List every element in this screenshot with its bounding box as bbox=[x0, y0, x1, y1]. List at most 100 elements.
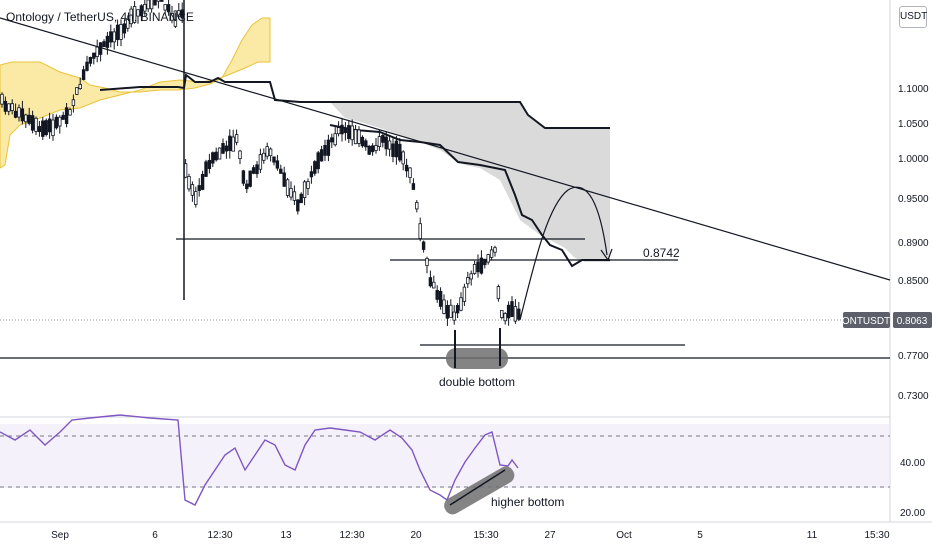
candle-body bbox=[326, 139, 331, 156]
time-tick: 27 bbox=[544, 530, 556, 541]
price-tick: 0.7700 bbox=[898, 351, 929, 362]
candle-body bbox=[170, 13, 174, 21]
candle-body bbox=[398, 143, 402, 161]
candle-body bbox=[37, 126, 42, 132]
price-tick: 1.1000 bbox=[898, 84, 929, 95]
candle-body bbox=[217, 147, 222, 160]
current-price-value: 0.8063 bbox=[897, 316, 928, 327]
symbol-title: Ontology / TetherUS, 4h, BINANCE bbox=[6, 10, 194, 24]
candle-body bbox=[75, 87, 79, 95]
rsi-tick: 20.00 bbox=[900, 508, 925, 519]
candle-body bbox=[387, 140, 392, 150]
rsi-line bbox=[0, 414, 519, 506]
symbol-badge-label: ONTUSDT bbox=[842, 316, 890, 327]
time-tick: 15:30 bbox=[864, 530, 889, 541]
candle-body bbox=[330, 137, 334, 143]
candle-body bbox=[401, 151, 405, 165]
candle-body bbox=[10, 103, 14, 111]
candle-body bbox=[510, 301, 514, 317]
candle-body bbox=[442, 299, 446, 314]
candle-body bbox=[224, 145, 229, 152]
candle-body bbox=[54, 116, 59, 129]
candle-body bbox=[190, 184, 195, 196]
candle-body bbox=[445, 305, 450, 319]
price-tick: 0.7300 bbox=[898, 391, 929, 402]
candle-body bbox=[95, 46, 99, 57]
candle-body bbox=[394, 140, 399, 158]
candle-body bbox=[129, 8, 133, 25]
candle-body bbox=[173, 10, 178, 27]
candle-body bbox=[476, 261, 480, 273]
time-tick: Oct bbox=[616, 530, 632, 541]
higher-bottom-label: higher bottom bbox=[491, 495, 564, 509]
candle-body bbox=[489, 249, 494, 258]
time-tick: 12:30 bbox=[339, 530, 364, 541]
candle-body bbox=[289, 187, 293, 198]
candle-body bbox=[343, 128, 348, 134]
candle-body bbox=[163, 4, 167, 11]
candle-body bbox=[61, 114, 65, 120]
candle-body bbox=[24, 114, 28, 123]
projection-box bbox=[330, 102, 610, 262]
time-axis: Sep 6 12:30 13 12:30 20 15:30 27 Oct 5 1… bbox=[51, 530, 890, 541]
candle-body bbox=[404, 164, 409, 172]
candle-body bbox=[211, 152, 215, 164]
candle-body bbox=[513, 306, 518, 322]
candle-body bbox=[452, 311, 456, 321]
candle-body bbox=[248, 170, 252, 187]
candle-body bbox=[483, 258, 487, 266]
candle-body bbox=[493, 247, 497, 253]
time-tick: 13 bbox=[280, 530, 292, 541]
candle-body bbox=[64, 107, 69, 124]
candle-body bbox=[357, 129, 361, 144]
candle-body bbox=[425, 257, 429, 267]
candle-body bbox=[115, 24, 120, 41]
candle-body bbox=[166, 4, 171, 13]
time-tick: 12:30 bbox=[207, 530, 232, 541]
rsi-band bbox=[0, 424, 890, 488]
candle-body bbox=[449, 304, 453, 318]
rsi-tick: 40.00 bbox=[900, 458, 925, 469]
candle-body bbox=[421, 241, 426, 250]
candle-body bbox=[98, 42, 103, 55]
candle-body bbox=[381, 134, 385, 143]
candle-body bbox=[149, 0, 154, 10]
candle-body bbox=[428, 277, 433, 287]
candle-body bbox=[112, 31, 116, 43]
candle-body bbox=[306, 181, 310, 189]
candle-body bbox=[207, 159, 212, 169]
candle-body bbox=[187, 176, 191, 190]
candle-body bbox=[245, 183, 249, 190]
candle-body bbox=[214, 151, 218, 161]
candle-body bbox=[333, 133, 337, 146]
candle-body bbox=[71, 99, 76, 107]
candle-body bbox=[88, 56, 93, 64]
candle-body bbox=[377, 136, 382, 148]
candle-body bbox=[282, 172, 286, 187]
candle-body bbox=[143, 3, 147, 12]
candle-body bbox=[47, 118, 52, 133]
time-tick: 6 bbox=[152, 530, 158, 541]
candle-body bbox=[496, 286, 501, 300]
currency-button[interactable]: USDT bbox=[899, 6, 927, 28]
candle-body bbox=[455, 305, 460, 314]
candle-body bbox=[347, 125, 351, 139]
candle-body bbox=[466, 277, 470, 285]
candle-body bbox=[313, 161, 317, 174]
candle-body bbox=[367, 145, 371, 155]
candle-body bbox=[44, 120, 48, 135]
candle-body bbox=[472, 263, 477, 274]
candle-body bbox=[200, 173, 205, 190]
candle-body bbox=[3, 100, 8, 112]
candle-body bbox=[438, 290, 443, 307]
time-tick: Sep bbox=[51, 530, 69, 541]
candle-body bbox=[316, 152, 320, 170]
candle-body bbox=[503, 313, 507, 322]
candle-body bbox=[13, 110, 18, 118]
candle-body bbox=[251, 167, 256, 174]
price-tick: 1.0000 bbox=[898, 154, 929, 165]
time-tick: 11 bbox=[807, 530, 818, 541]
candle-body bbox=[459, 297, 463, 311]
candle-body bbox=[132, 6, 137, 23]
